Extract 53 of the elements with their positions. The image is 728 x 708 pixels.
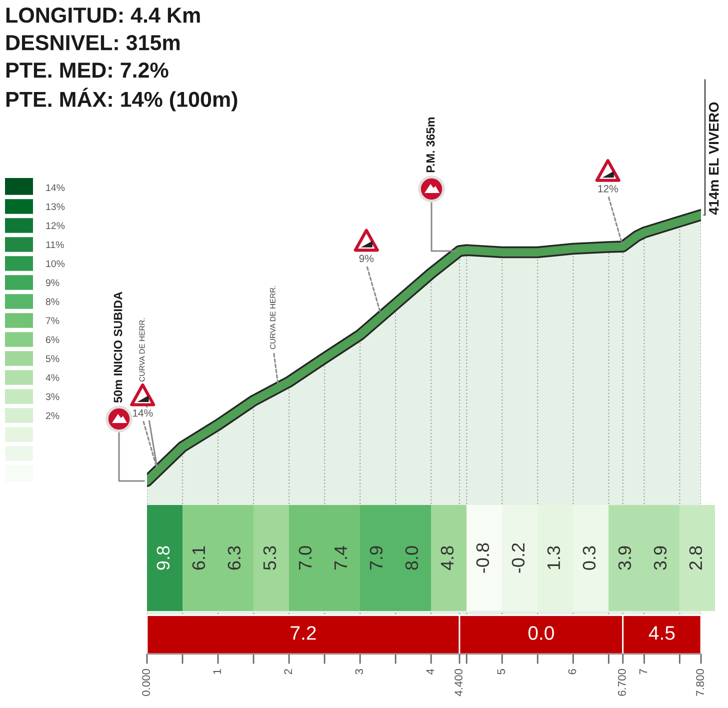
annotation: P.M. 365m [426,117,435,172]
data-label: 7.9 [370,546,383,570]
color-bar-label: 9% [46,279,60,286]
data-label: 1.3 [547,546,560,570]
text: PTE. MED: 7.2% [6,62,168,78]
color-bar-label: 7% [46,317,60,324]
data-label: 6.1 [192,546,206,570]
data-label: 7.4 [334,546,347,570]
color-bar-label: 11% [46,241,64,248]
color-bar-label: 3% [46,393,60,400]
data-label: 3.9 [618,546,632,570]
x-tick-label: 0.000 [142,669,150,696]
color-bar-label: 13% [46,203,65,210]
color-bar-label: 14% [46,184,65,192]
data-label: -0.8 [476,543,490,573]
annotation: 50m INICIO SUBIDA [114,292,122,403]
data-label: 7.0 [298,546,312,570]
data-label: 8.0 [405,546,418,570]
color-bar-label: 2% [46,412,60,420]
data-label: 0.3 [582,546,596,570]
x-tick-label: 6.700 [618,669,626,696]
text: PTE. MÁX: 14% (100m) [6,88,238,112]
annotation: 414m EL VIVERO [708,102,719,215]
x-tick-label: 1 [213,669,221,674]
annotation: 12% [598,184,618,192]
band-label: 4.5 [648,626,675,640]
x-tick-label: 3 [355,669,364,674]
data-label: 5.3 [263,546,276,570]
data-label: 3.9 [654,546,667,570]
annotation: 9% [359,254,374,262]
data-label: 4.8 [440,546,454,570]
data-label: 6.3 [228,546,241,570]
x-tick-label: 2 [284,669,292,674]
text: LONGITUD: 4.4 Km [6,8,200,23]
band-label: 0.0 [528,626,554,640]
annotation: 14% [133,409,153,417]
color-bar-label: 10% [46,260,65,268]
x-tick-label: 4 [426,668,434,675]
color-bar-label: 5% [46,355,60,362]
color-bar-label: 12% [46,222,65,230]
color-bar-label: 4% [46,374,60,382]
x-tick-label: 7.800 [696,669,704,696]
x-tick-label: 4.400 [454,669,462,696]
color-bar-label: 8% [46,298,60,306]
x-tick-label: 7 [639,669,648,674]
color-bar-label: 6% [46,336,60,344]
data-label: 9.8 [156,546,170,570]
data-label: 2.8 [689,546,702,570]
x-tick-label: 6 [568,669,576,674]
text: DESNIVEL: 315m [6,35,180,50]
band-label: 7.2 [290,626,316,640]
data-label: -0.2 [512,543,525,573]
x-tick-label: 5 [497,669,506,674]
